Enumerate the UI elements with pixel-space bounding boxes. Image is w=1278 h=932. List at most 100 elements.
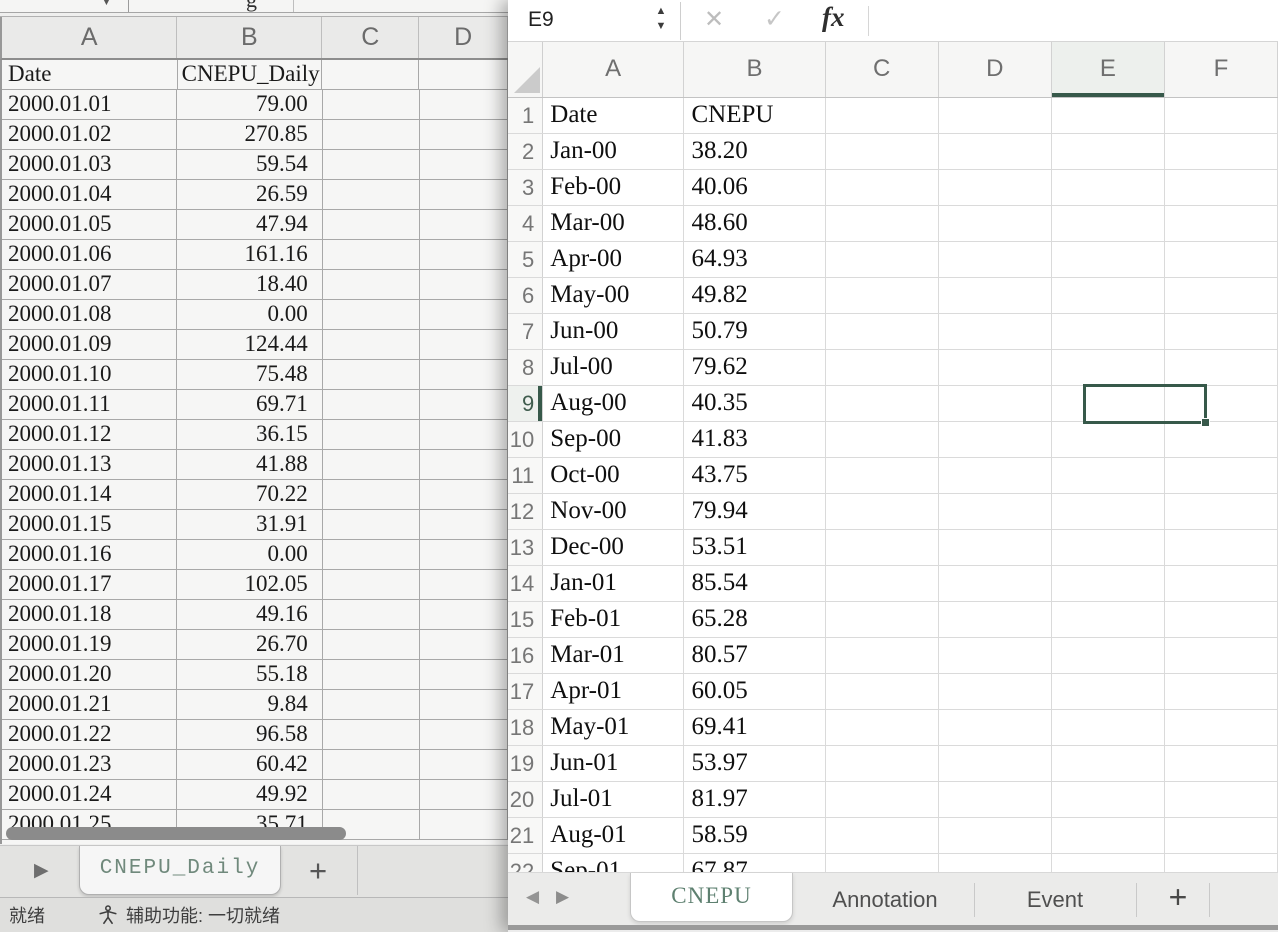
- empty-cell[interactable]: [826, 278, 939, 313]
- row-header[interactable]: 20: [508, 782, 544, 817]
- next-sheet-icon[interactable]: ▶: [34, 860, 49, 881]
- date-cell[interactable]: 2000.01.10: [2, 360, 178, 389]
- empty-cell[interactable]: [420, 600, 508, 629]
- empty-cell[interactable]: [420, 180, 508, 209]
- value-cell[interactable]: 69.71: [177, 390, 323, 419]
- empty-cell[interactable]: [1165, 98, 1278, 133]
- empty-cell[interactable]: [420, 750, 508, 779]
- row-header[interactable]: 4: [508, 206, 544, 241]
- date-cell[interactable]: Oct-00: [543, 458, 685, 493]
- row-header[interactable]: 22: [508, 854, 544, 872]
- date-cell[interactable]: Jun-01: [543, 746, 685, 781]
- value-cell[interactable]: 50.79: [684, 314, 826, 349]
- next-sheet-icon[interactable]: ▶: [556, 887, 570, 906]
- value-cell[interactable]: 80.57: [684, 638, 826, 673]
- value-cell[interactable]: 161.16: [177, 240, 323, 269]
- empty-cell[interactable]: [420, 510, 508, 539]
- empty-cell[interactable]: [420, 570, 508, 599]
- value-cell[interactable]: 49.92: [177, 780, 323, 809]
- empty-cell[interactable]: [323, 720, 420, 749]
- empty-cell[interactable]: [939, 782, 1052, 817]
- empty-cell[interactable]: [1165, 530, 1278, 565]
- date-cell[interactable]: Jul-01: [543, 782, 685, 817]
- column-header-d[interactable]: D: [419, 17, 508, 58]
- column-header-b[interactable]: B: [177, 17, 323, 58]
- empty-cell[interactable]: [323, 510, 420, 539]
- value-cell[interactable]: 59.54: [177, 150, 323, 179]
- date-cell[interactable]: Apr-01: [543, 674, 685, 709]
- value-cell[interactable]: 55.18: [177, 660, 323, 689]
- value-cell[interactable]: 53.97: [684, 746, 826, 781]
- empty-cell[interactable]: [1052, 638, 1165, 673]
- empty-cell[interactable]: [826, 854, 939, 872]
- date-cell[interactable]: 2000.01.12: [2, 420, 178, 449]
- value-cell[interactable]: 60.42: [177, 750, 323, 779]
- empty-cell[interactable]: [939, 170, 1052, 205]
- empty-cell[interactable]: [1052, 206, 1165, 241]
- date-cell[interactable]: Apr-00: [543, 242, 685, 277]
- empty-cell[interactable]: [826, 530, 939, 565]
- date-cell[interactable]: 2000.01.05: [2, 210, 178, 239]
- empty-cell[interactable]: [939, 602, 1052, 637]
- empty-cell[interactable]: [323, 690, 420, 719]
- value-cell[interactable]: 41.88: [177, 450, 323, 479]
- value-cell[interactable]: 75.48: [177, 360, 323, 389]
- empty-cell[interactable]: [939, 638, 1052, 673]
- empty-cell[interactable]: [323, 750, 420, 779]
- empty-cell[interactable]: [1052, 278, 1165, 313]
- name-box-stepper-icon[interactable]: ▲ ▼: [655, 5, 667, 32]
- value-cell[interactable]: CNEPU: [684, 98, 826, 133]
- empty-cell[interactable]: [420, 420, 508, 449]
- empty-cell[interactable]: [1052, 530, 1165, 565]
- empty-cell[interactable]: [1165, 638, 1278, 673]
- value-cell[interactable]: 26.70: [177, 630, 323, 659]
- row-header[interactable]: 6: [508, 278, 544, 313]
- empty-cell[interactable]: [939, 854, 1052, 872]
- row-header[interactable]: 19: [508, 746, 544, 781]
- empty-cell[interactable]: [1052, 494, 1165, 529]
- empty-cell[interactable]: [323, 90, 420, 119]
- empty-cell[interactable]: [420, 390, 508, 419]
- empty-cell[interactable]: [939, 566, 1052, 601]
- date-cell[interactable]: Date: [543, 98, 685, 133]
- value-cell[interactable]: 18.40: [177, 270, 323, 299]
- empty-cell[interactable]: [826, 566, 939, 601]
- value-cell[interactable]: 64.93: [684, 242, 826, 277]
- date-cell[interactable]: 2000.01.22: [2, 720, 178, 749]
- date-cell[interactable]: Sep-00: [543, 422, 685, 457]
- row-header[interactable]: 18: [508, 710, 544, 745]
- empty-cell[interactable]: [1052, 386, 1165, 421]
- date-cell[interactable]: 2000.01.24: [2, 780, 178, 809]
- date-cell[interactable]: Mar-00: [543, 206, 685, 241]
- value-cell[interactable]: 69.41: [684, 710, 826, 745]
- date-cell[interactable]: Dec-00: [543, 530, 685, 565]
- column-header-e-selected[interactable]: E: [1051, 42, 1165, 97]
- date-header-cell[interactable]: Date: [2, 60, 178, 89]
- empty-cell[interactable]: [1165, 422, 1278, 457]
- empty-cell[interactable]: [1165, 170, 1278, 205]
- empty-cell[interactable]: [1052, 314, 1165, 349]
- horizontal-scrollbar[interactable]: [6, 827, 346, 840]
- empty-cell[interactable]: [1165, 710, 1278, 745]
- date-cell[interactable]: 2000.01.07: [2, 270, 178, 299]
- column-header-c[interactable]: C: [322, 17, 420, 58]
- formula-input[interactable]: [880, 0, 1278, 41]
- empty-cell[interactable]: [939, 206, 1052, 241]
- empty-cell[interactable]: [939, 386, 1052, 421]
- name-box-stepper-icon[interactable]: ▼: [101, 0, 112, 8]
- empty-cell[interactable]: [420, 630, 508, 659]
- date-cell[interactable]: Aug-01: [543, 818, 685, 853]
- value-cell[interactable]: 67.87: [684, 854, 826, 872]
- row-header[interactable]: 11: [508, 458, 544, 493]
- empty-cell[interactable]: [1052, 710, 1165, 745]
- empty-cell[interactable]: [323, 180, 420, 209]
- row-header[interactable]: 3: [508, 170, 544, 205]
- empty-cell[interactable]: [1165, 566, 1278, 601]
- empty-cell[interactable]: [323, 540, 420, 569]
- column-header-a[interactable]: A: [2, 17, 178, 58]
- date-cell[interactable]: 2000.01.18: [2, 600, 178, 629]
- date-cell[interactable]: 2000.01.03: [2, 150, 178, 179]
- empty-cell[interactable]: [323, 780, 420, 809]
- row-header[interactable]: 15: [508, 602, 544, 637]
- empty-cell[interactable]: [939, 530, 1052, 565]
